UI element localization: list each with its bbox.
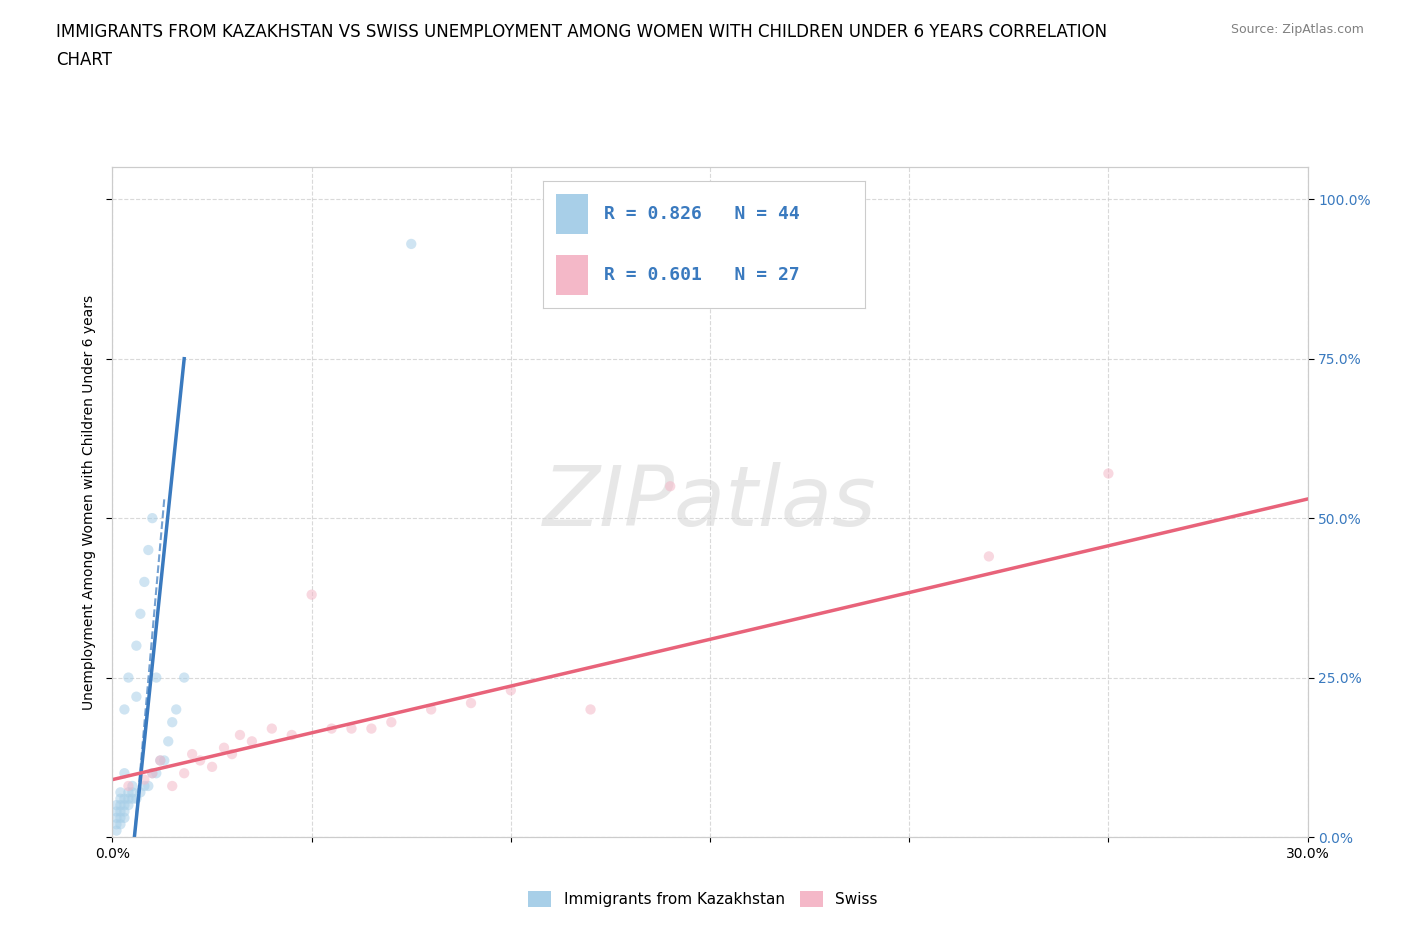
Point <box>380 715 402 730</box>
Point <box>499 683 522 698</box>
Text: ZIPatlas: ZIPatlas <box>543 461 877 543</box>
Point <box>105 810 128 825</box>
Point <box>162 715 183 730</box>
Point <box>125 791 148 806</box>
Point <box>173 765 195 780</box>
Point <box>117 791 139 806</box>
Point <box>134 575 156 590</box>
Text: IMMIGRANTS FROM KAZAKHSTAN VS SWISS UNEMPLOYMENT AMONG WOMEN WITH CHILDREN UNDER: IMMIGRANTS FROM KAZAKHSTAN VS SWISS UNEM… <box>56 23 1108 41</box>
Point <box>114 798 135 813</box>
Point <box>141 765 163 780</box>
Text: Source: ZipAtlas.com: Source: ZipAtlas.com <box>1230 23 1364 36</box>
Point <box>420 702 443 717</box>
Point <box>460 696 482 711</box>
Point <box>114 804 135 819</box>
Point <box>149 753 172 768</box>
Point <box>340 721 363 736</box>
Point <box>105 823 128 838</box>
Point <box>201 760 224 775</box>
Point <box>1097 466 1119 481</box>
Y-axis label: Unemployment Among Women with Children Under 6 years: Unemployment Among Women with Children U… <box>82 295 96 710</box>
Point <box>105 804 128 819</box>
Point <box>579 702 602 717</box>
Point <box>129 785 152 800</box>
Point <box>321 721 343 736</box>
Point <box>110 810 132 825</box>
Point <box>129 606 152 621</box>
Point <box>105 798 128 813</box>
Point <box>188 753 211 768</box>
Point <box>114 765 135 780</box>
Text: CHART: CHART <box>56 51 112 69</box>
Point <box>360 721 382 736</box>
Point <box>114 810 135 825</box>
Point <box>138 542 160 557</box>
Legend: Immigrants from Kazakhstan, Swiss: Immigrants from Kazakhstan, Swiss <box>523 884 883 913</box>
Point <box>181 747 204 762</box>
Point <box>138 778 160 793</box>
Point <box>165 702 187 717</box>
Point <box>260 721 283 736</box>
Point <box>114 791 135 806</box>
Point <box>121 791 143 806</box>
Point <box>117 798 139 813</box>
Point <box>125 638 148 653</box>
Point <box>117 785 139 800</box>
Point <box>114 702 135 717</box>
Point <box>110 817 132 831</box>
Point <box>301 587 323 602</box>
Point <box>212 740 235 755</box>
Point <box>162 778 183 793</box>
Point <box>977 549 1000 564</box>
Point <box>110 785 132 800</box>
Point <box>145 671 167 685</box>
Point <box>221 747 243 762</box>
Point <box>157 734 180 749</box>
Point <box>134 772 156 787</box>
Point <box>141 765 163 780</box>
Point <box>281 727 304 742</box>
Point <box>117 778 139 793</box>
Point <box>659 479 682 494</box>
Point <box>121 778 143 793</box>
Point <box>110 798 132 813</box>
Point <box>110 804 132 819</box>
Point <box>121 785 143 800</box>
Point <box>141 511 163 525</box>
Point <box>110 791 132 806</box>
Point <box>153 753 176 768</box>
Point <box>105 817 128 831</box>
Point <box>145 765 167 780</box>
Point <box>117 671 139 685</box>
Point <box>240 734 263 749</box>
Point <box>173 671 195 685</box>
Point <box>401 236 423 251</box>
Point <box>229 727 252 742</box>
Point <box>134 778 156 793</box>
Point <box>149 753 172 768</box>
Point <box>125 689 148 704</box>
